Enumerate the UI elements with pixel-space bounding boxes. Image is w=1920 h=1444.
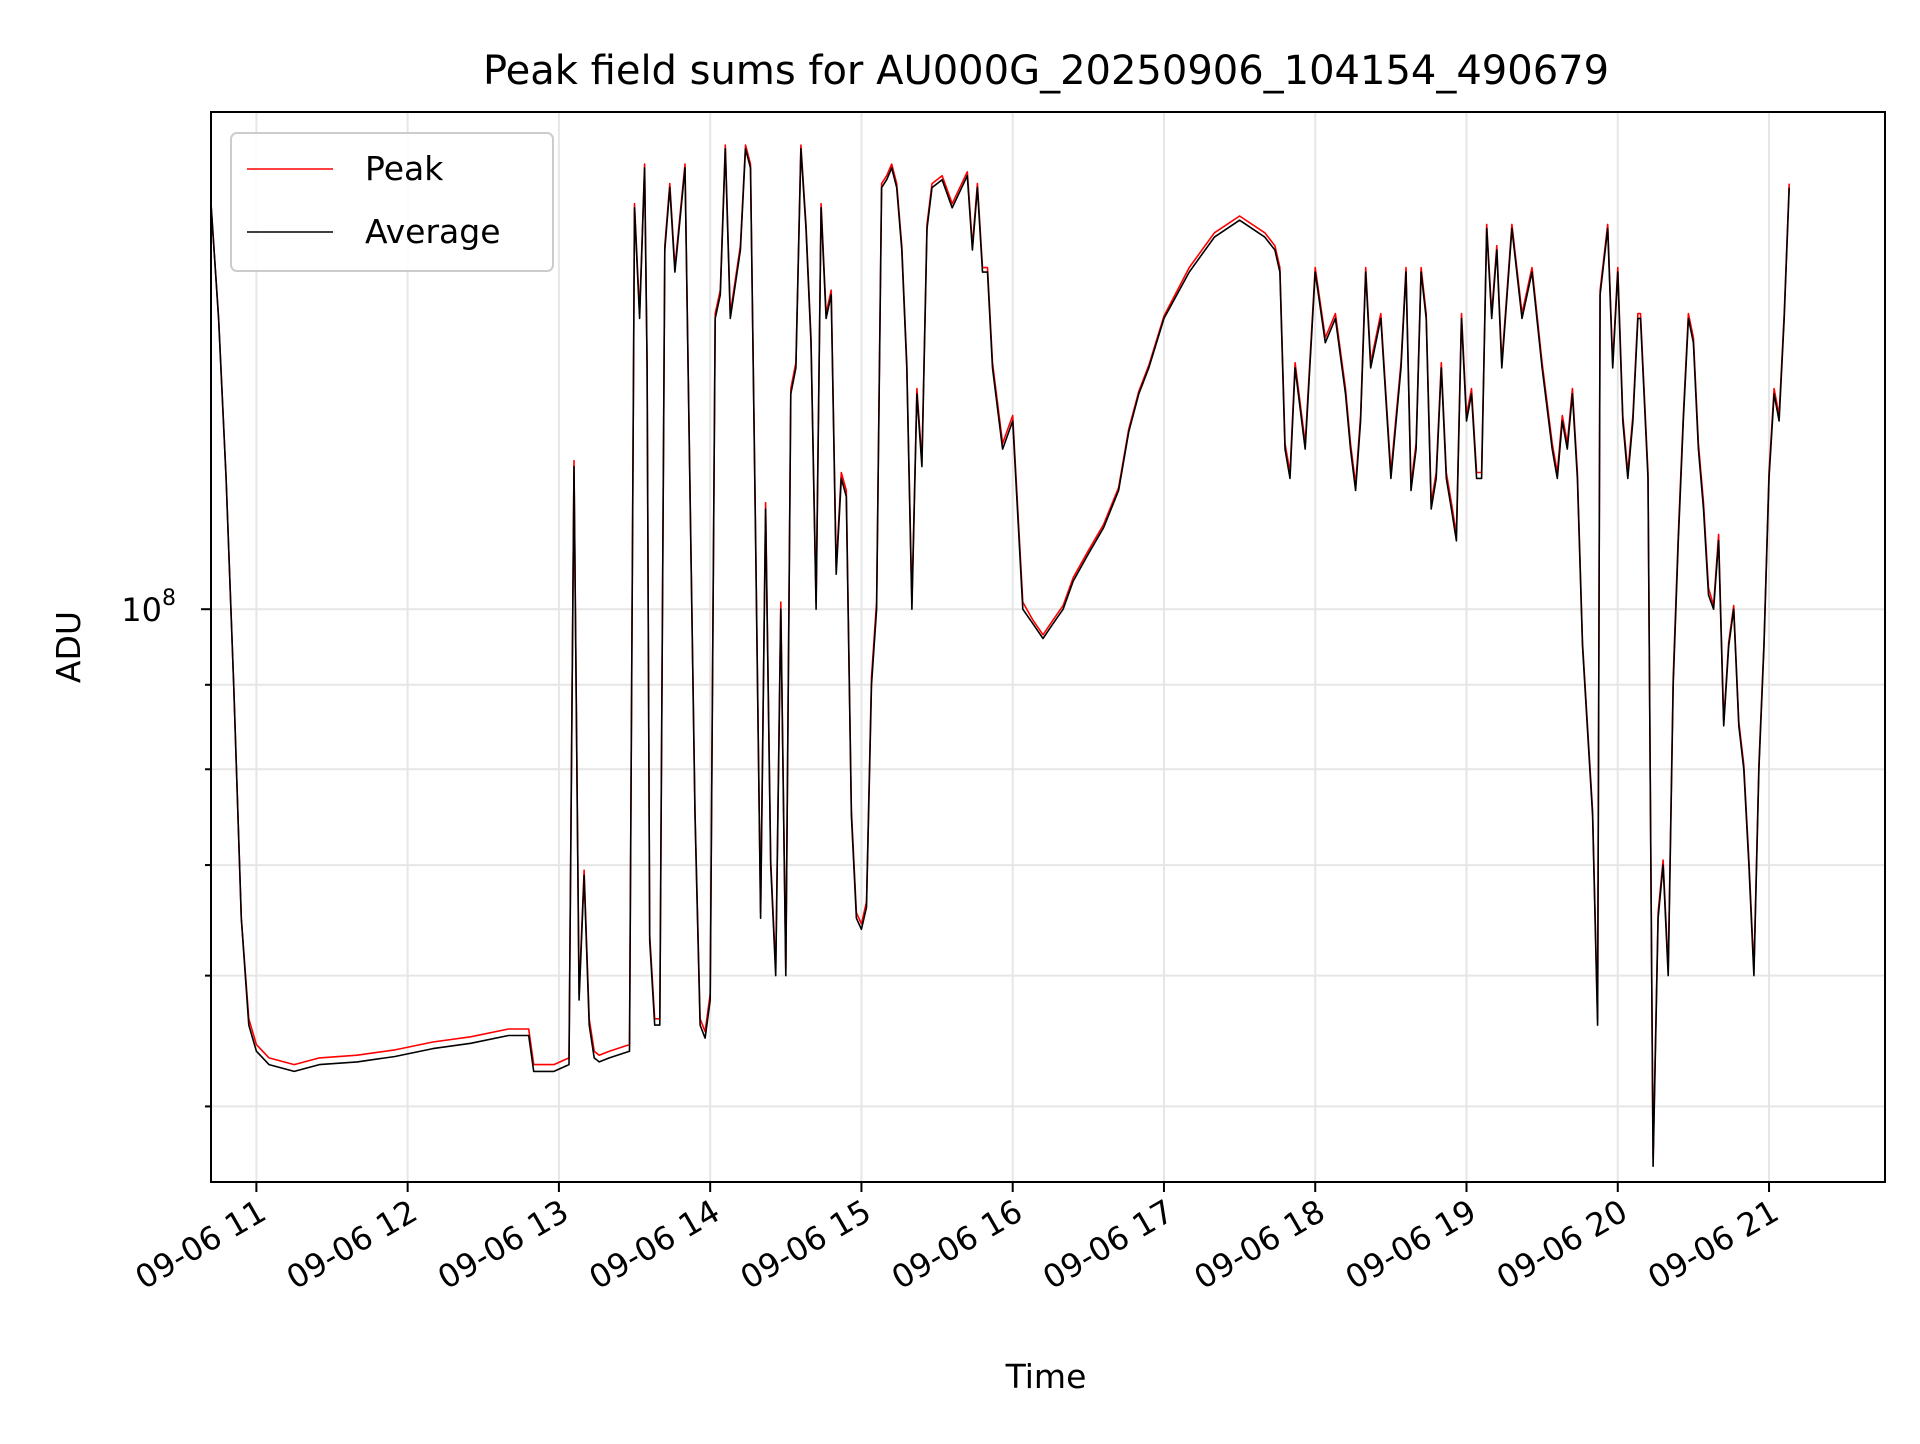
y-tick-label-base: 10 [121,591,162,629]
y-tick-label-exponent: 8 [162,586,176,611]
x-axis-label: Time [1005,1357,1087,1396]
legend: Peak Average [230,132,554,272]
y-tick-label: 108 [121,586,176,629]
series-layer [210,144,1790,1167]
legend-label-average: Average [365,212,501,251]
chart-title: Peak field sums for AU000G_20250906_1041… [483,48,1609,94]
series-line-average [210,148,1790,1167]
legend-items: Peak Average [247,149,501,251]
y-axis-label: ADU [49,611,88,683]
legend-label-peak: Peak [365,149,444,188]
legend-box [230,132,554,272]
grid [211,112,1885,1182]
plot-frame [210,111,1886,1183]
